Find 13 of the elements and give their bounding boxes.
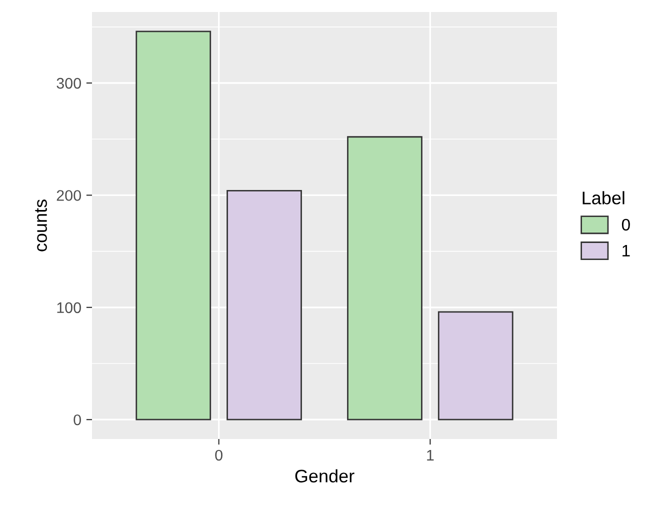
- bar: [347, 136, 422, 420]
- legend-title: Label: [582, 191, 624, 204]
- y-tick-label: 300: [56, 78, 81, 89]
- y-axis-title: counts: [35, 200, 47, 252]
- y-tick-label: 100: [57, 302, 81, 314]
- x-axis-title: Gender: [295, 469, 354, 482]
- bar: [438, 311, 514, 420]
- legend-label: 1: [622, 244, 630, 256]
- legend-label: 0: [622, 218, 630, 231]
- bar: [136, 30, 212, 420]
- y-tick-label: 200: [56, 190, 81, 201]
- y-tick-label: 0: [74, 414, 81, 426]
- bar: [226, 190, 302, 420]
